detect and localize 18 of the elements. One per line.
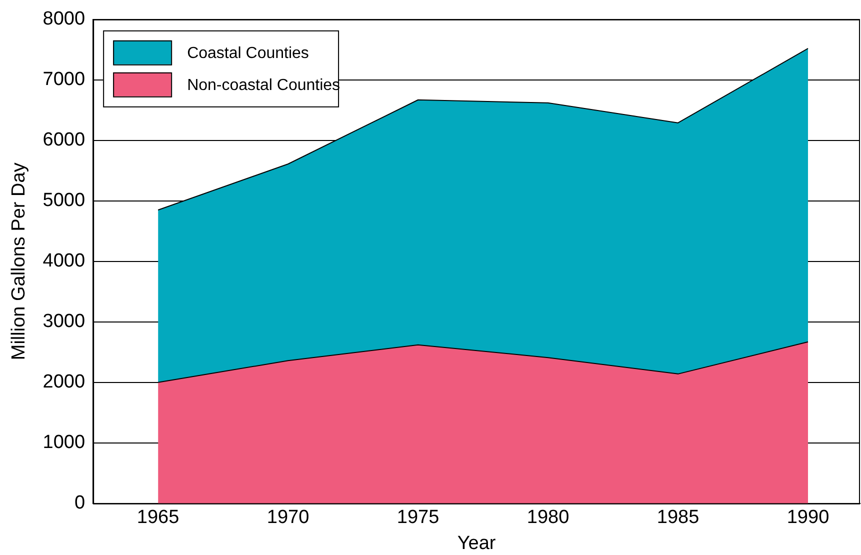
y-tick-label: 8000 (42, 8, 86, 30)
x-tick-label: 1975 (396, 507, 440, 528)
y-tick-label: 1000 (42, 432, 86, 454)
x-tick-label: 1990 (786, 507, 830, 528)
y-tick-label: 2000 (42, 372, 86, 393)
y-tick-label: 5000 (42, 190, 86, 212)
x-tick-label: 1970 (266, 507, 310, 528)
y-axis-title: Million Gallons Per Day (8, 162, 30, 360)
y-tick-label: 7000 (42, 69, 86, 90)
legend-label: Coastal Counties (187, 44, 309, 62)
x-tick-label: 1965 (136, 507, 180, 528)
y-tick-label: 3000 (42, 311, 86, 332)
y-tick-label: 0 (74, 492, 86, 514)
x-tick-label: 1985 (656, 507, 700, 528)
x-tick-label: 1980 (526, 507, 570, 528)
y-tick-label: 4000 (42, 250, 86, 272)
x-axis-title: Year (457, 532, 496, 554)
y-tick-label: 6000 (42, 130, 86, 151)
